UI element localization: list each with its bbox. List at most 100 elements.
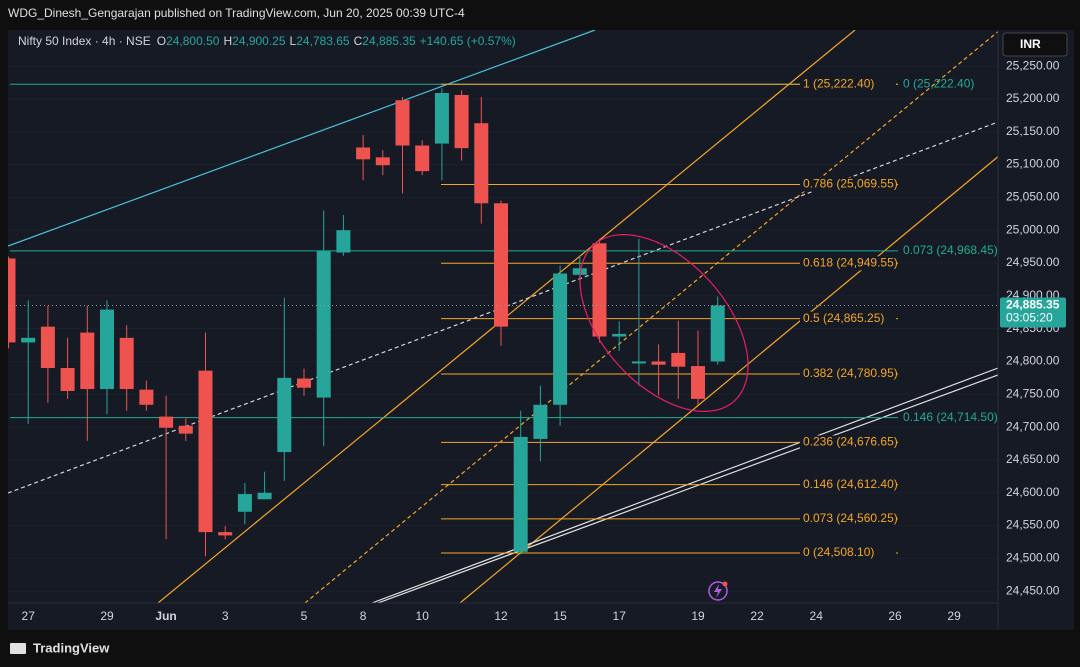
fib-label: 0.382 (24,780.95) bbox=[803, 366, 898, 380]
y-tick-label: 24,600.00 bbox=[1006, 485, 1060, 499]
candle-body bbox=[178, 425, 193, 434]
fib-label: 0.146 (24,714.50) bbox=[903, 410, 998, 424]
fib-label: 1 (25,222.40) bbox=[803, 76, 874, 90]
fib-label-bg bbox=[800, 435, 896, 450]
legend-part: H bbox=[223, 34, 232, 48]
x-tick-label: 27 bbox=[22, 609, 36, 623]
candle-body bbox=[671, 352, 686, 367]
candle-body bbox=[572, 268, 587, 275]
candle-body bbox=[139, 389, 154, 405]
candle-body bbox=[474, 123, 489, 204]
legend-part: C bbox=[354, 34, 363, 48]
candle-body bbox=[415, 145, 430, 172]
fib-label: 0.5 (24,865.25) bbox=[803, 311, 884, 325]
candle-body bbox=[513, 436, 528, 552]
y-tick-label: 24,750.00 bbox=[1006, 386, 1060, 400]
fib-label-bg bbox=[800, 511, 896, 526]
y-tick-label: 24,950.00 bbox=[1006, 255, 1060, 269]
y-tick-label: 25,250.00 bbox=[1006, 58, 1060, 72]
trend-line bbox=[304, 30, 998, 603]
legend-part: 24,900.25 bbox=[232, 34, 286, 48]
legend-part: O bbox=[157, 34, 166, 48]
trend-line bbox=[8, 30, 596, 247]
candle-body bbox=[651, 361, 666, 365]
publisher: WDG_Dinesh_Gengarajan published on Tradi… bbox=[8, 6, 465, 20]
plot: 1 (25,222.40) 0.786 (25,069.55) 0.618 (24,… bbox=[8, 30, 998, 603]
fib-label-bg bbox=[800, 311, 896, 326]
x-tick-label: 5 bbox=[301, 609, 308, 623]
candle-body bbox=[395, 100, 410, 146]
legend-part: +140.65 (+0.57%) bbox=[420, 34, 516, 48]
candle-body bbox=[612, 333, 627, 337]
fib-label-bg bbox=[800, 477, 896, 492]
candle-body bbox=[592, 243, 607, 337]
ellipse-drawing bbox=[579, 234, 749, 412]
candle-body bbox=[631, 361, 646, 364]
fib-label-bg bbox=[800, 77, 896, 92]
brand: TradingView bbox=[33, 640, 110, 655]
candle-body bbox=[316, 251, 331, 398]
y-tick-label: 25,100.00 bbox=[1006, 157, 1060, 171]
y-tick-label: 24,550.00 bbox=[1006, 518, 1060, 532]
candle-body bbox=[119, 337, 134, 390]
fib-label: 0.236 (24,676.65) bbox=[803, 435, 898, 449]
last-price-label: 24,885.35 bbox=[1006, 298, 1060, 312]
x-tick-label: 29 bbox=[947, 609, 961, 623]
candle-body bbox=[553, 273, 568, 405]
fib-label-bg bbox=[800, 256, 896, 271]
fib-label-bg bbox=[800, 546, 896, 561]
y-tick-label: 25,050.00 bbox=[1006, 190, 1060, 204]
candle-body bbox=[710, 305, 725, 362]
candle-body bbox=[237, 494, 252, 512]
candle-body bbox=[277, 377, 292, 453]
legend-part: 24,783.65 bbox=[296, 34, 350, 48]
candle-body bbox=[100, 309, 114, 390]
candle-body bbox=[494, 203, 508, 327]
y-tick-label: 24,700.00 bbox=[1006, 419, 1060, 433]
candle-body bbox=[533, 404, 548, 439]
legend: Nifty 50 Index · 4h · NSE O24,800.50 H24,9… bbox=[18, 34, 516, 48]
y-tick-label: 25,000.00 bbox=[1006, 222, 1060, 236]
candle-body bbox=[198, 370, 213, 533]
y-tick-label: 24,500.00 bbox=[1006, 551, 1060, 565]
candle-body bbox=[218, 532, 233, 536]
candle-body bbox=[375, 157, 390, 166]
y-tick-label: 24,650.00 bbox=[1006, 452, 1060, 466]
candle-body bbox=[257, 492, 272, 500]
candle-body bbox=[336, 230, 351, 253]
fib-label: 0.618 (24,949.55) bbox=[803, 255, 898, 269]
x-tick-label: 26 bbox=[888, 609, 902, 623]
fib-label-bg bbox=[800, 177, 896, 192]
fib-label: 0.786 (25,069.55) bbox=[803, 177, 898, 191]
fib-label-bg bbox=[800, 366, 896, 381]
x-tick-label: 24 bbox=[810, 609, 824, 623]
legend-part: Nifty 50 Index · 4h · NSE bbox=[18, 34, 151, 48]
candle-body bbox=[40, 326, 55, 369]
x-tick-label: 19 bbox=[691, 609, 705, 623]
legend-part: 24,800.50 bbox=[166, 34, 220, 48]
candle-body bbox=[297, 378, 311, 388]
x-tick-label: 8 bbox=[360, 609, 367, 623]
lightning-icon[interactable] bbox=[708, 581, 728, 601]
x-tick-label: 29 bbox=[100, 609, 114, 623]
candle-body bbox=[60, 368, 75, 391]
x-tick-label: 3 bbox=[222, 609, 229, 623]
legend-part: 24,885.35 bbox=[362, 34, 416, 48]
x-tick-label: 12 bbox=[494, 609, 508, 623]
candle-body bbox=[356, 147, 371, 160]
y-tick-label: 25,150.00 bbox=[1006, 124, 1060, 138]
candle-body bbox=[80, 332, 95, 390]
candle-body bbox=[691, 366, 705, 399]
currency: INR bbox=[1020, 37, 1041, 51]
trend-line bbox=[371, 367, 998, 603]
y-tick-label: 24,800.00 bbox=[1006, 354, 1060, 368]
fib-label: 0 (24,508.10) bbox=[803, 545, 874, 559]
currency-box[interactable] bbox=[1002, 32, 1068, 57]
candle-body bbox=[434, 93, 449, 144]
candle-body bbox=[159, 416, 174, 428]
fib-label: 0 (25,222.40) bbox=[903, 76, 974, 90]
x-tick-label: 17 bbox=[613, 609, 627, 623]
x-tick-label: 22 bbox=[750, 609, 764, 623]
fib-label: 0.073 (24,968.45) bbox=[903, 243, 998, 257]
